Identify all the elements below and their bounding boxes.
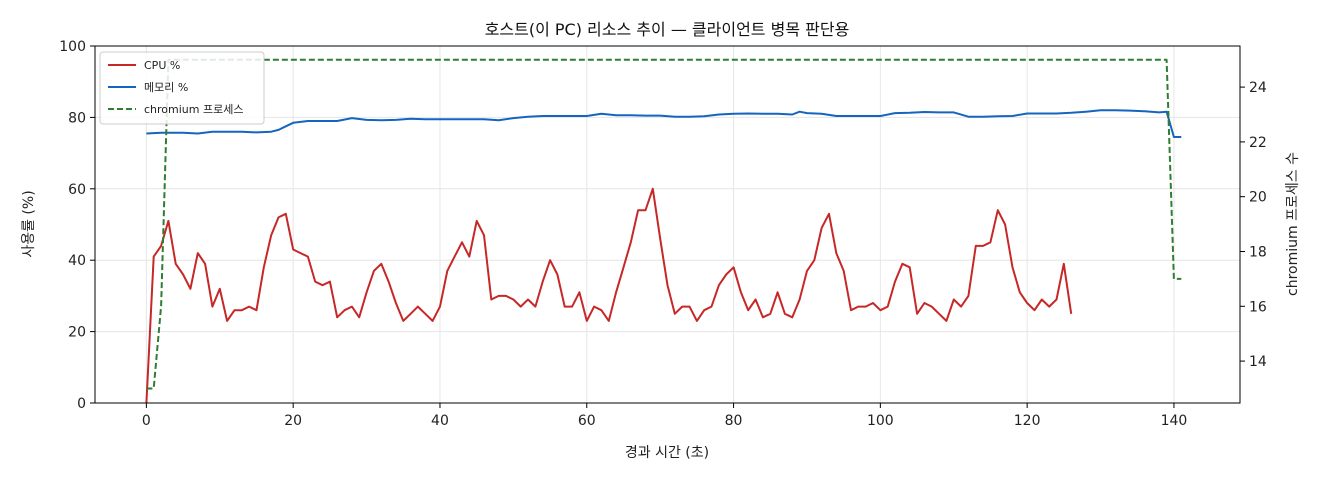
series-line-3	[146, 58, 1182, 390]
y2-tick-label: 16	[1249, 299, 1267, 315]
y2-tick-label: 22	[1249, 135, 1267, 151]
series-line-2	[146, 109, 1182, 138]
x-tick-label: 60	[578, 413, 596, 429]
y-axis-title: 사용률 (%)	[21, 190, 37, 257]
y2-axis-title: chromium 프로세스 수	[1285, 152, 1301, 296]
x-tick-label: 140	[1161, 413, 1188, 429]
x-tick-label: 80	[725, 413, 743, 429]
legend-label: chromium 프로세스	[144, 103, 243, 116]
y-tick-label: 80	[68, 110, 86, 126]
y2-tick-label: 24	[1249, 80, 1267, 96]
axes: 0 20 40 60 80 100 120 140 0 20 40 60 80 100 14 16 18 20 22…	[59, 39, 1267, 429]
legend: CPU % 메모리 % chromium 프로세스	[99, 51, 265, 125]
y2-tick-label: 20	[1249, 190, 1267, 206]
y-tick-label: 20	[68, 325, 86, 341]
y-tick-label: 0	[77, 396, 86, 412]
plot-frame	[94, 45, 1241, 404]
y-tick-label: 60	[68, 182, 86, 198]
legend-label: 메모리 %	[144, 81, 188, 94]
y2-tick-label: 18	[1249, 244, 1267, 260]
y2-tick-label: 14	[1249, 354, 1267, 370]
series-layer	[145, 58, 1182, 404]
legend-box	[99, 51, 265, 125]
x-tick-label: 0	[142, 413, 151, 429]
y-tick-label: 100	[59, 39, 86, 55]
x-tick-label: 40	[431, 413, 449, 429]
y-tick-label: 40	[68, 253, 86, 269]
chart-title: 호스트(이 PC) 리소스 추이 — 클라이언트 병목 판단용	[485, 20, 850, 39]
x-tick-label: 20	[284, 413, 302, 429]
legend-label: CPU %	[144, 59, 180, 72]
series-line-1	[145, 187, 1073, 404]
x-tick-label: 120	[1014, 413, 1041, 429]
x-axis-title: 경과 시간 (초)	[625, 445, 709, 461]
grid	[95, 45, 1240, 404]
x-tick-label: 100	[867, 413, 894, 429]
